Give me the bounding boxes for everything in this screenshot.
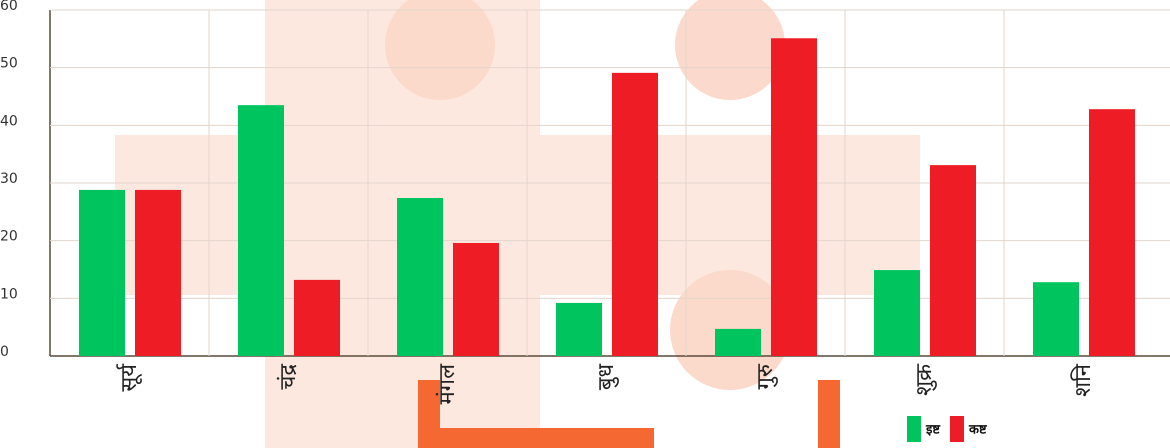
- y-tick-label: 40: [0, 113, 18, 129]
- x-tick-label: चंद्र: [276, 364, 301, 390]
- y-tick-label: 20: [0, 229, 18, 245]
- y-tick-label: 10: [0, 286, 18, 302]
- bar: [556, 303, 602, 356]
- x-tick-label: शनि: [1070, 363, 1096, 397]
- bar: [874, 270, 920, 356]
- bar: [294, 280, 340, 356]
- bar: [135, 190, 181, 356]
- x-tick-label: मंगल: [435, 363, 460, 405]
- bar: [397, 198, 443, 356]
- x-tick-label: सूर्य: [116, 363, 143, 392]
- bar: [930, 165, 976, 356]
- bar: [238, 105, 284, 356]
- y-tick-label: 0: [0, 344, 9, 360]
- x-tick-label: बुध: [594, 364, 619, 391]
- bar: [1033, 282, 1079, 356]
- x-tick-label: गुरु: [753, 363, 778, 389]
- bar: [453, 243, 499, 356]
- y-tick-label: 30: [0, 171, 18, 187]
- bar: [1089, 109, 1135, 356]
- x-tick-label: शुक्र: [912, 363, 937, 396]
- legend: इष्ट कष्ट: [907, 416, 988, 442]
- bar: [79, 190, 125, 356]
- legend-label: इष्ट: [925, 423, 941, 438]
- y-tick-label: 50: [0, 56, 18, 72]
- legend-label: कष्ट: [968, 423, 988, 438]
- legend-swatch: [907, 416, 921, 442]
- y-tick-label: 60: [0, 0, 18, 14]
- bar: [771, 38, 817, 356]
- chart: 0 10 20 30 40 50 60 सूर्य चंद्र मंगल बुध गुरु शुक्र श…: [0, 0, 1170, 448]
- bar: [715, 329, 761, 356]
- legend-swatch: [950, 416, 964, 442]
- bar: [612, 73, 658, 356]
